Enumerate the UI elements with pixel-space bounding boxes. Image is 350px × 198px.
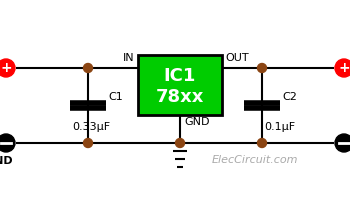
- Text: IC1: IC1: [164, 67, 196, 85]
- Circle shape: [258, 64, 266, 72]
- Text: GND: GND: [0, 156, 13, 166]
- Circle shape: [175, 138, 184, 148]
- Circle shape: [335, 59, 350, 77]
- Circle shape: [258, 138, 266, 148]
- Circle shape: [84, 138, 92, 148]
- Circle shape: [84, 64, 92, 72]
- Text: +: +: [0, 61, 12, 75]
- Circle shape: [0, 134, 15, 152]
- Text: 0.33μF: 0.33μF: [72, 122, 110, 132]
- Circle shape: [0, 59, 15, 77]
- Text: C1: C1: [108, 92, 123, 102]
- Text: ElecCircuit.com: ElecCircuit.com: [212, 155, 298, 165]
- Bar: [138, 55, 222, 115]
- Text: +: +: [338, 61, 350, 75]
- Text: C2: C2: [282, 92, 297, 102]
- Circle shape: [335, 134, 350, 152]
- Text: OUT: OUT: [225, 53, 248, 63]
- Text: 0.1μF: 0.1μF: [264, 122, 295, 132]
- Text: GND: GND: [184, 117, 210, 127]
- Text: IN: IN: [123, 53, 135, 63]
- Text: 78xx: 78xx: [156, 88, 204, 106]
